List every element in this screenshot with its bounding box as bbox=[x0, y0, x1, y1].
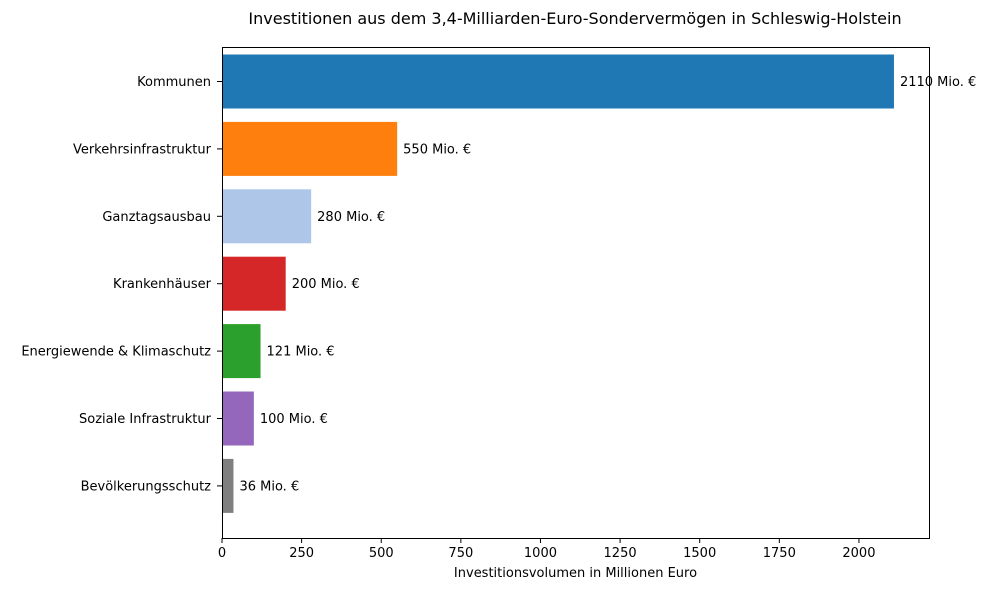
data-label: 200 Mio. € bbox=[292, 277, 360, 292]
y-tick-label: Energiewende & Klimaschutz bbox=[21, 345, 211, 360]
data-labels: 2110 Mio. € 550 Mio. € 280 Mio. € 200 Mio. … bbox=[239, 75, 976, 494]
x-tick-label: 500 bbox=[369, 546, 394, 561]
x-tick-label: 750 bbox=[448, 546, 473, 561]
bar-verkehrsinfrastruktur bbox=[222, 121, 398, 176]
x-tick-label: 1750 bbox=[763, 546, 796, 561]
data-label: 100 Mio. € bbox=[260, 412, 328, 427]
data-label: 2110 Mio. € bbox=[900, 75, 976, 90]
y-tick-label: Soziale Infrastruktur bbox=[79, 412, 212, 427]
bar-bevoelkerungsschutz bbox=[222, 458, 234, 513]
chart-title: Investitionen aus dem 3,4-Milliarden-Eur… bbox=[248, 9, 901, 28]
bar-kommunen bbox=[222, 54, 894, 109]
bar-krankenhaeuser bbox=[222, 256, 286, 311]
x-tick-label: 0 bbox=[218, 546, 226, 561]
y-tick-label: Krankenhäuser bbox=[113, 277, 212, 292]
x-tick-label: 1500 bbox=[683, 546, 716, 561]
x-axis: 0 250 500 750 1000 1250 1500 1750 2000 bbox=[218, 538, 875, 561]
y-tick-label: Kommunen bbox=[137, 75, 211, 90]
y-axis: Kommunen Verkehrsinfrastruktur Ganztagsaus… bbox=[21, 75, 222, 494]
plot-frame bbox=[222, 47, 930, 539]
data-label: 121 Mio. € bbox=[267, 345, 335, 360]
x-tick-label: 250 bbox=[289, 546, 314, 561]
x-tick-label: 1250 bbox=[604, 546, 637, 561]
bar-energiewende-klimaschutz bbox=[222, 324, 261, 379]
bars-layer bbox=[222, 54, 894, 513]
x-axis-label: Investitionsvolumen in Millionen Euro bbox=[454, 566, 697, 581]
bar-soziale-infrastruktur bbox=[222, 391, 254, 446]
y-tick-label: Ganztagsausbau bbox=[102, 210, 211, 225]
y-tick-label: Bevölkerungsschutz bbox=[81, 479, 212, 494]
x-tick-label: 1000 bbox=[524, 546, 557, 561]
data-label: 550 Mio. € bbox=[403, 142, 471, 157]
x-tick-label: 2000 bbox=[842, 546, 875, 561]
bar-ganztagsausbau bbox=[222, 189, 312, 244]
y-tick-label: Verkehrsinfrastruktur bbox=[73, 142, 212, 157]
data-label: 36 Mio. € bbox=[239, 479, 299, 494]
data-label: 280 Mio. € bbox=[317, 210, 385, 225]
